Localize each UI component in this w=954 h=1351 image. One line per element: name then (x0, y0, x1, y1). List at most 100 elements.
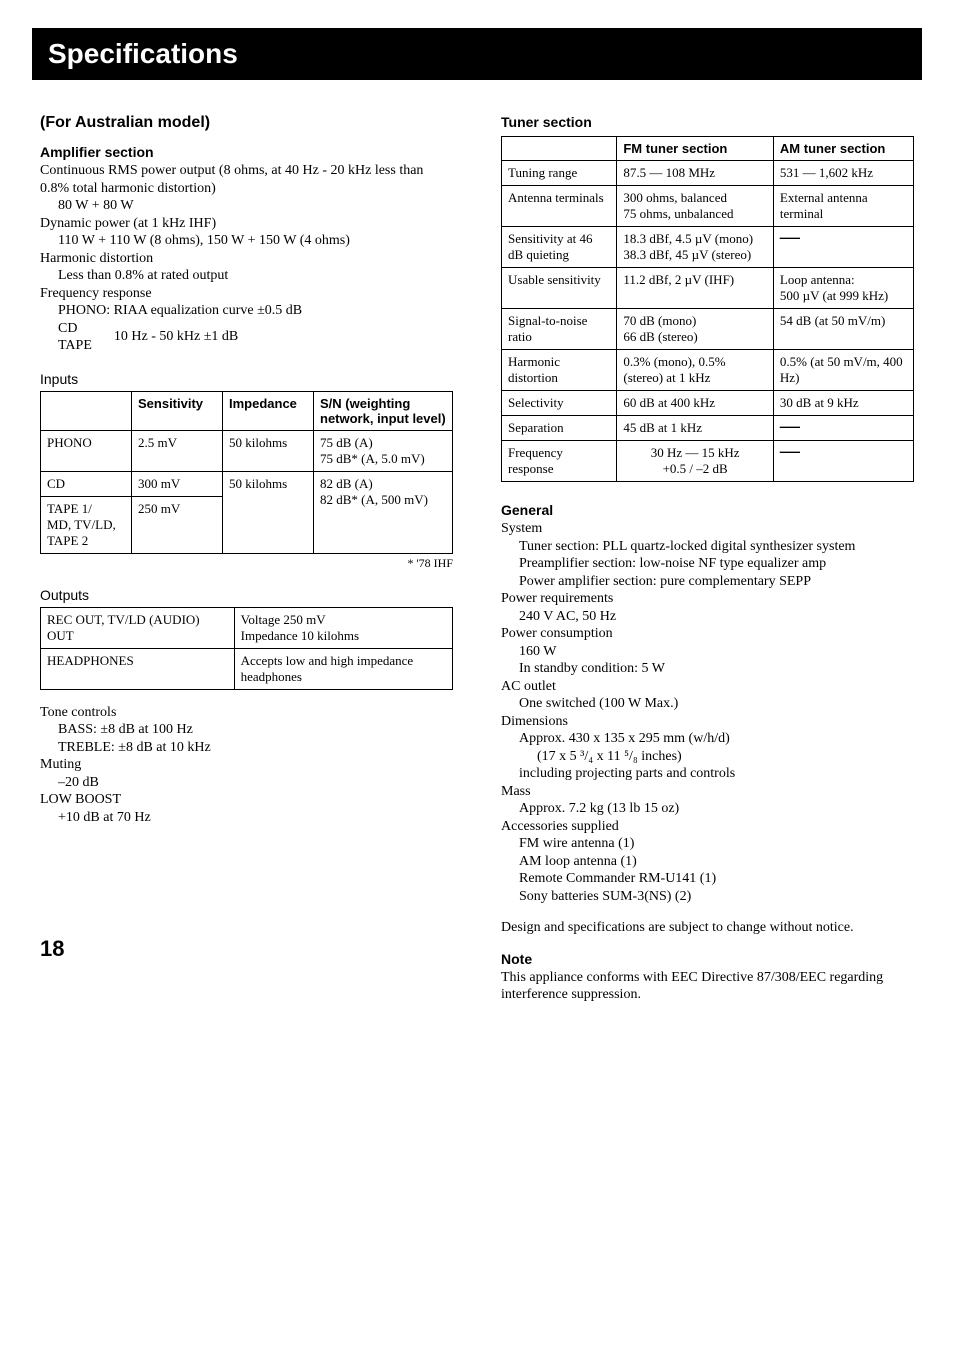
table-row: Frequency response 30 Hz — 15 kHz +0.5 /… (502, 441, 914, 482)
cell: HEADPHONES (41, 648, 235, 689)
amp-line: 80 W + 80 W (58, 197, 453, 215)
table-row: CD 300 mV 50 kilohms 82 dB (A) 82 dB* (A… (41, 471, 453, 496)
table-row: Signal-to-noise ratio 70 dB (mono) 66 dB… (502, 309, 914, 350)
table-row: Sensitivity Impedance S/N (weighting net… (41, 391, 453, 430)
amp-line: Continuous RMS power output (8 ohms, at … (40, 162, 453, 197)
cell: Sensitivity at 46 dB quieting (502, 227, 617, 268)
cell: 82 dB (A) 82 dB* (A, 500 mV) (314, 471, 453, 553)
cell: 70 dB (mono) 66 dB (stereo) (617, 309, 774, 350)
cell: 11.2 dBf, 2 µV (IHF) (617, 268, 774, 309)
amp-freq-row: CD TAPE 10 Hz - 50 kHz ±1 dB (58, 320, 453, 355)
page-title: Specifications (32, 28, 922, 80)
general-line: Preamplifier section: low-noise NF type … (519, 555, 914, 573)
amp-line: Frequency response (40, 285, 453, 303)
general-heading: General (501, 502, 914, 518)
general-line: Mass (501, 783, 914, 801)
cell: 300 ohms, balanced 75 ohms, unbalanced (617, 186, 774, 227)
general-line: Power consumption (501, 625, 914, 643)
general-line: System (501, 520, 914, 538)
general-line: Sony batteries SUM-3(NS) (2) (519, 888, 914, 906)
general-line: Remote Commander RM-U141 (1) (519, 870, 914, 888)
table-row: Tuning range 87.5 — 108 MHz 531 — 1,602 … (502, 161, 914, 186)
tone-line: TREBLE: ±8 dB at 10 kHz (58, 739, 453, 757)
cell: Harmonic distortion (502, 350, 617, 391)
cell: TAPE 1/ MD, TV/LD, TAPE 2 (41, 496, 132, 553)
cell: 0.5% (at 50 mV/m, 400 Hz) (773, 350, 913, 391)
general-line: FM wire antenna (1) (519, 835, 914, 853)
tone-line: LOW BOOST (40, 791, 453, 809)
cell: Voltage 250 mV Impedance 10 kilohms (234, 607, 452, 648)
general-line: AC outlet (501, 678, 914, 696)
page-number: 18 (40, 936, 453, 962)
freq-tape-label: TAPE (58, 337, 92, 355)
inputs-footnote: * '78 IHF (40, 556, 453, 571)
tone-line: BASS: ±8 dB at 100 Hz (58, 721, 453, 739)
table-row: Sensitivity at 46 dB quieting 18.3 dBf, … (502, 227, 914, 268)
cell: Accepts low and high impedance headphone… (234, 648, 452, 689)
tone-line: –20 dB (58, 774, 453, 792)
amp-line: Less than 0.8% at rated output (58, 267, 453, 285)
note-body: This appliance conforms with EEC Directi… (501, 969, 914, 1004)
table-row: HEADPHONES Accepts low and high impedanc… (41, 648, 453, 689)
tone-line: +10 dB at 70 Hz (58, 809, 453, 827)
table-row: Harmonic distortion 0.3% (mono), 0.5% (s… (502, 350, 914, 391)
note-heading: Note (501, 951, 914, 967)
amp-line: Harmonic distortion (40, 250, 453, 268)
content-columns: (For Australian model) Amplifier section… (40, 114, 914, 1004)
col-header: AM tuner section (773, 137, 913, 161)
cell: Selectivity (502, 391, 617, 416)
outputs-heading: Outputs (40, 587, 453, 603)
cell: 300 mV (132, 471, 223, 496)
left-column: (For Australian model) Amplifier section… (40, 114, 453, 1004)
cell: REC OUT, TV/LD (AUDIO) OUT (41, 607, 235, 648)
cell: 50 kilohms (223, 471, 314, 553)
cell: 45 dB at 1 kHz (617, 416, 774, 441)
col-header: Sensitivity (132, 391, 223, 430)
general-line: Approx. 7.2 kg (13 lb 15 oz) (519, 800, 914, 818)
col-header (502, 137, 617, 161)
tuner-heading: Tuner section (501, 114, 914, 130)
cell: 50 kilohms (223, 430, 314, 471)
cell: 60 dB at 400 kHz (617, 391, 774, 416)
general-line: Approx. 430 x 135 x 295 mm (w/h/d) (519, 730, 914, 748)
cell: Separation (502, 416, 617, 441)
cell: External antenna terminal (773, 186, 913, 227)
general-line: 160 W (519, 643, 914, 661)
general-line: One switched (100 W Max.) (519, 695, 914, 713)
col-header (41, 391, 132, 430)
general-line: AM loop antenna (1) (519, 853, 914, 871)
general-line: (17 x 5 ³/₄ x 11 ⁵/₈ inches) (537, 748, 914, 766)
cell: 2.5 mV (132, 430, 223, 471)
inputs-table: Sensitivity Impedance S/N (weighting net… (40, 391, 453, 554)
amp-line: Dynamic power (at 1 kHz IHF) (40, 215, 453, 233)
cell: 75 dB (A) 75 dB* (A, 5.0 mV) (314, 430, 453, 471)
table-row: Separation 45 dB at 1 kHz — (502, 416, 914, 441)
general-line: 240 V AC, 50 Hz (519, 608, 914, 626)
table-row: REC OUT, TV/LD (AUDIO) OUT Voltage 250 m… (41, 607, 453, 648)
cell: 54 dB (at 50 mV/m) (773, 309, 913, 350)
general-line: Dimensions (501, 713, 914, 731)
col-header: S/N (weighting network, input level) (314, 391, 453, 430)
cell: Antenna terminals (502, 186, 617, 227)
cell: 250 mV (132, 496, 223, 553)
amplifier-heading: Amplifier section (40, 144, 453, 160)
col-header: Impedance (223, 391, 314, 430)
tone-line: Muting (40, 756, 453, 774)
table-row: Selectivity 60 dB at 400 kHz 30 dB at 9 … (502, 391, 914, 416)
general-line: Power requirements (501, 590, 914, 608)
cell: 30 dB at 9 kHz (773, 391, 913, 416)
right-column: Tuner section FM tuner section AM tuner … (501, 114, 914, 1004)
cell: 18.3 dBf, 4.5 µV (mono) 38.3 dBf, 45 µV … (617, 227, 774, 268)
general-line: Power amplifier section: pure complement… (519, 573, 914, 591)
tuner-table: FM tuner section AM tuner section Tuning… (501, 136, 914, 482)
general-line: Accessories supplied (501, 818, 914, 836)
cell: — (773, 227, 913, 268)
outputs-table: REC OUT, TV/LD (AUDIO) OUT Voltage 250 m… (40, 607, 453, 690)
inputs-heading: Inputs (40, 371, 453, 387)
cell: Frequency response (502, 441, 617, 482)
freq-value: 10 Hz - 50 kHz ±1 dB (114, 328, 238, 346)
cell: 87.5 — 108 MHz (617, 161, 774, 186)
disclaimer: Design and specifications are subject to… (501, 919, 914, 937)
cell: PHONO (41, 430, 132, 471)
cell: Signal-to-noise ratio (502, 309, 617, 350)
